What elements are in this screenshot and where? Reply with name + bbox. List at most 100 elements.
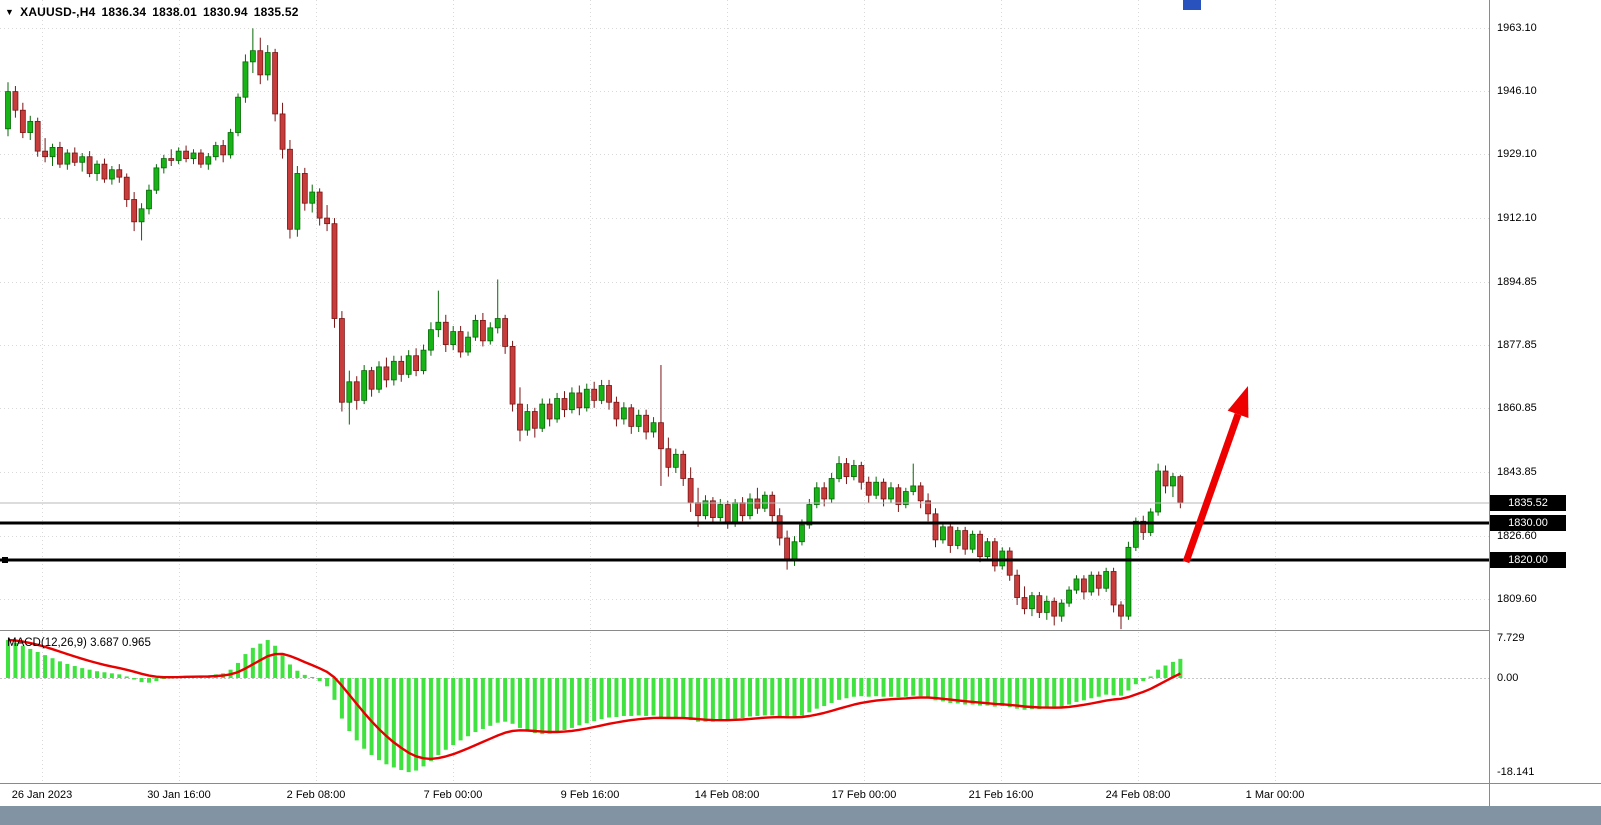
- macd-bar: [1104, 678, 1109, 695]
- candle-bull: [836, 463, 842, 479]
- candle-bull: [94, 163, 100, 174]
- candle-bull: [984, 541, 991, 558]
- candle-bull: [954, 530, 961, 546]
- dropdown-triangle-icon: ▼: [5, 7, 15, 17]
- candle-bull: [717, 504, 724, 518]
- current-price-label: 1835.52: [1490, 494, 1566, 511]
- candle-bull: [761, 494, 768, 509]
- trend-arrow-shaft: [1182, 413, 1242, 564]
- macd-bar: [354, 678, 359, 741]
- candle-bull: [190, 152, 197, 159]
- macd-bar: [488, 678, 493, 726]
- candle-bear: [183, 150, 189, 159]
- macd-bar: [302, 674, 307, 678]
- macd-bar: [896, 678, 901, 698]
- candle-bull: [888, 487, 894, 500]
- chart-canvas[interactable]: [0, 0, 1489, 783]
- macd-bar: [466, 678, 471, 737]
- candle-bull: [487, 327, 494, 342]
- macd-bar: [844, 678, 849, 699]
- candle-bull: [27, 120, 34, 133]
- candle-bear: [198, 152, 204, 165]
- macd-bar: [1133, 678, 1138, 685]
- panel-separator: [0, 630, 1601, 631]
- candle-bear: [1162, 470, 1169, 487]
- candle-bull: [1088, 574, 1095, 593]
- macd-bar: [785, 678, 790, 719]
- macd-bar: [146, 678, 151, 683]
- macd-bar: [532, 678, 537, 734]
- time-tick-label: 21 Feb 16:00: [968, 789, 1034, 801]
- candle-bear: [19, 109, 26, 133]
- price-tick-label: 1912.10: [1497, 211, 1537, 224]
- macd-bar: [339, 678, 344, 719]
- price-tick-label: 1860.85: [1497, 402, 1537, 415]
- macd-bar: [703, 678, 708, 722]
- price-tick-label: 1929.10: [1497, 148, 1537, 161]
- macd-bar: [250, 647, 255, 678]
- time-axis[interactable]: 26 Jan 2023 30 Jan 16:00 2 Feb 08:00 7 Feb …: [0, 783, 1489, 807]
- time-tick-label: 14 Feb 08:00: [694, 789, 760, 801]
- candle-bear: [531, 411, 538, 429]
- macd-bar: [822, 678, 827, 707]
- macd-bar: [592, 678, 597, 722]
- price-axis[interactable]: 1963.10 1946.10 1929.10 1912.10 1894.85 1877.…: [1489, 0, 1601, 783]
- candle-bear: [591, 388, 598, 401]
- candle-bull: [49, 147, 56, 158]
- candle-bull: [732, 502, 739, 524]
- macd-bar: [50, 658, 55, 678]
- macd-bar: [80, 668, 85, 678]
- macd-bar: [132, 678, 137, 680]
- macd-bar: [1141, 678, 1146, 682]
- candle-bull: [969, 533, 976, 550]
- macd-bar: [1037, 678, 1042, 710]
- macd-bar: [866, 678, 871, 697]
- candle-bull: [702, 500, 709, 517]
- macd-bar: [503, 678, 508, 722]
- candle-bear: [116, 169, 123, 178]
- candle-bear: [821, 487, 828, 500]
- macd-bar: [421, 678, 426, 767]
- candle-bear: [368, 370, 375, 390]
- candle-bull: [405, 355, 412, 375]
- candle-bull: [1155, 470, 1161, 513]
- price-tick-label: 1809.60: [1497, 593, 1537, 606]
- candle-bull: [902, 491, 909, 505]
- candle-bull: [1029, 595, 1035, 610]
- time-tick-label: 7 Feb 00:00: [423, 789, 483, 801]
- candle-bull: [5, 91, 11, 130]
- hline-price-label: 1830.00: [1490, 515, 1566, 532]
- candle-bear: [316, 191, 323, 219]
- macd-bar: [696, 678, 701, 722]
- macd-bar: [725, 678, 730, 721]
- candle-bull: [160, 158, 167, 169]
- macd-bar: [740, 678, 745, 719]
- macd-bar: [428, 678, 433, 762]
- candle-bull: [420, 349, 427, 372]
- macd-bar: [458, 678, 463, 741]
- macd-bar: [161, 678, 166, 680]
- macd-bar: [391, 678, 396, 768]
- macd-bar: [1170, 661, 1175, 678]
- candle-bull: [828, 478, 835, 500]
- candle-bull: [309, 191, 316, 204]
- macd-bar: [903, 678, 908, 697]
- macd-bar: [517, 678, 522, 728]
- candle-bear: [131, 199, 138, 223]
- candle-bull: [583, 388, 590, 409]
- axis-corner: [1489, 783, 1601, 807]
- macd-bar: [992, 678, 997, 707]
- candle-bull: [138, 208, 145, 223]
- macd-bar: [985, 678, 990, 706]
- macd-bar: [287, 664, 292, 678]
- macd-bar: [1029, 678, 1034, 710]
- ohlc-high: 1838.01: [152, 5, 198, 19]
- candle-bull: [435, 321, 442, 331]
- macd-bar: [1163, 665, 1168, 678]
- candle-bull: [465, 336, 471, 353]
- macd-bar: [569, 678, 574, 728]
- bottom-strip: [0, 806, 1601, 825]
- price-tick-label: 1877.85: [1497, 339, 1537, 352]
- macd-bar: [940, 678, 945, 702]
- symbol-info: ▼ XAUUSD-,H4 1836.34 1838.01 1830.94 183…: [5, 5, 299, 19]
